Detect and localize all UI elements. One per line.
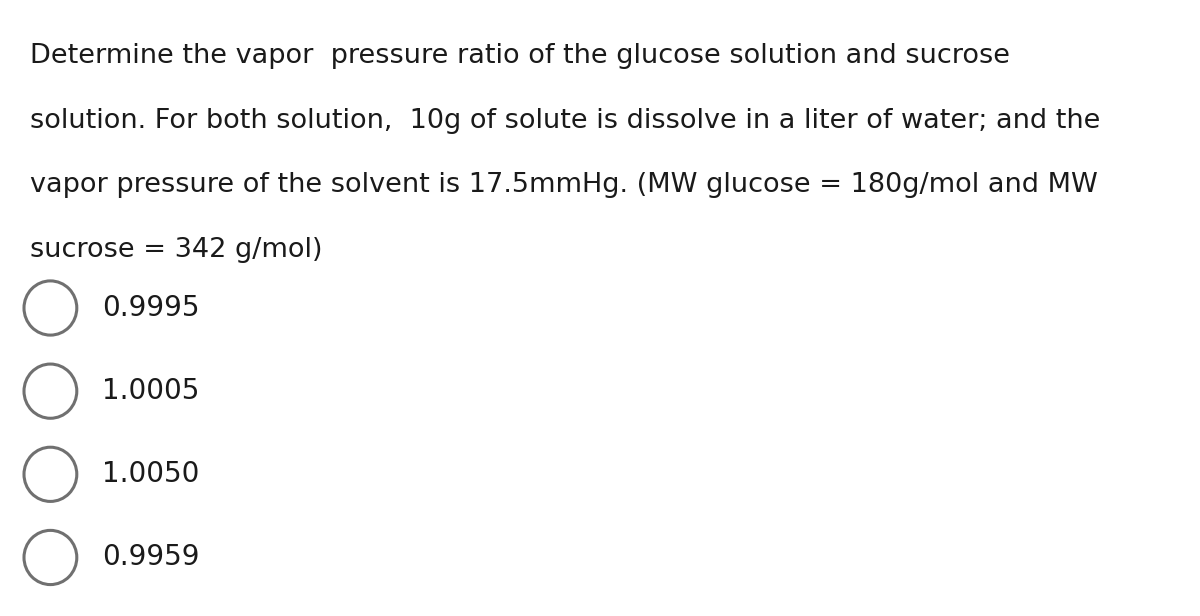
Text: sucrose = 342 g/mol): sucrose = 342 g/mol) — [30, 237, 323, 263]
Text: 0.9995: 0.9995 — [102, 294, 199, 322]
Text: vapor pressure of the solvent is 17.5mmHg. (MW glucose = 180g/mol and MW: vapor pressure of the solvent is 17.5mmH… — [30, 172, 1098, 198]
Text: solution. For both solution,  10g of solute is dissolve in a liter of water; and: solution. For both solution, 10g of solu… — [30, 108, 1100, 134]
Text: 1.0050: 1.0050 — [102, 460, 199, 488]
Text: 0.9959: 0.9959 — [102, 543, 199, 572]
Text: 1.0005: 1.0005 — [102, 377, 199, 405]
Text: Determine the vapor  pressure ratio of the glucose solution and sucrose: Determine the vapor pressure ratio of th… — [30, 43, 1010, 69]
